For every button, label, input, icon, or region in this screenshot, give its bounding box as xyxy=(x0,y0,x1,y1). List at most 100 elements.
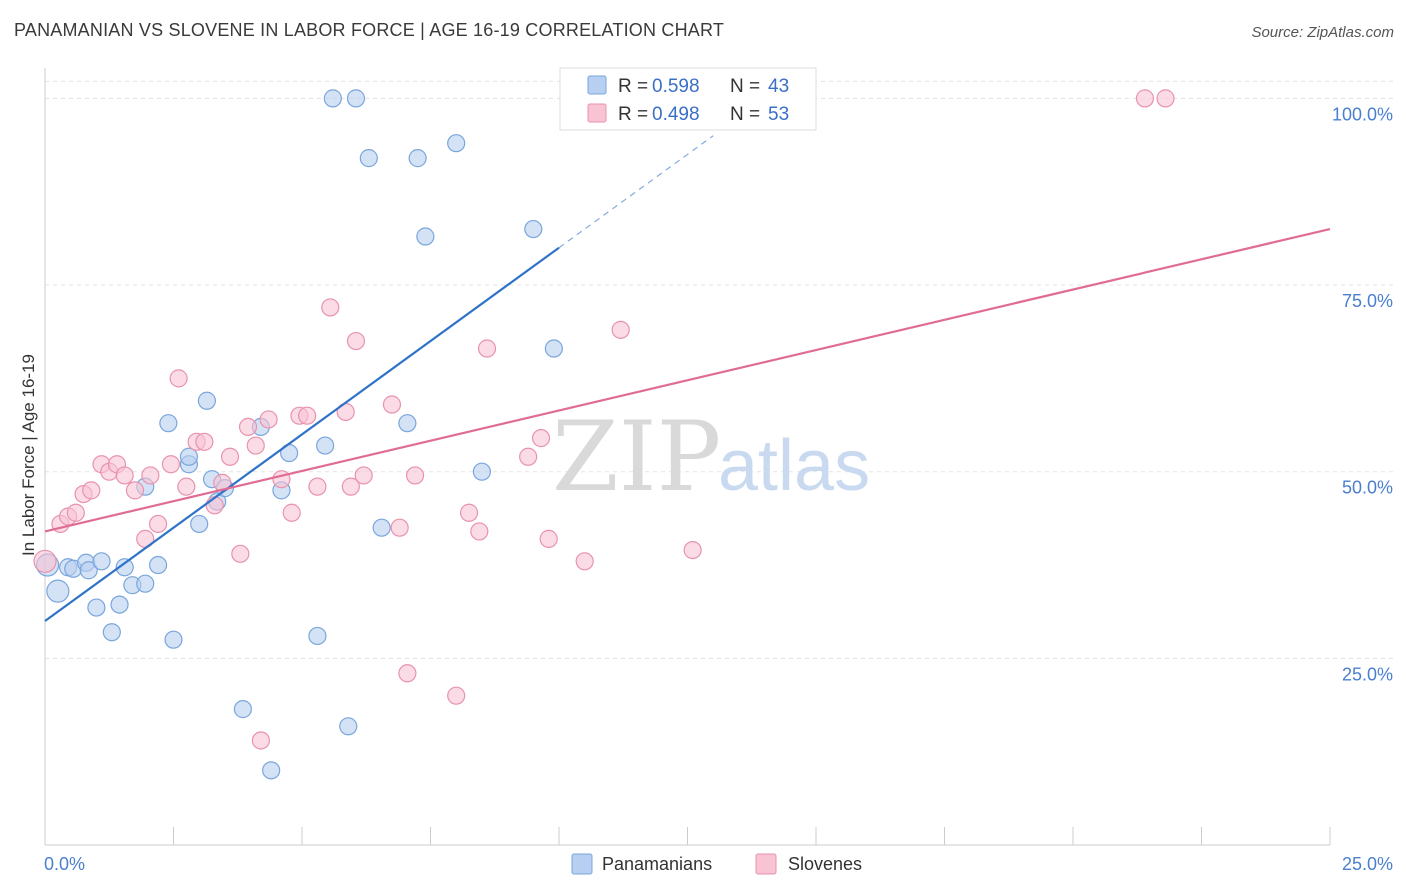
series-legend-label-panamanians: Panamanians xyxy=(602,854,712,874)
panamanian-point-41 xyxy=(524,219,543,239)
slovene-point-22 xyxy=(231,544,250,563)
slovene-point-38 xyxy=(390,518,409,537)
source-credit: Source: ZipAtlas.com xyxy=(1251,24,1394,41)
trend-lines xyxy=(44,135,1331,622)
series-legend: Panamanians Slovenes xyxy=(571,853,862,875)
panamanian-point-15 xyxy=(159,414,178,433)
slovene-point-3 xyxy=(66,503,85,522)
x-tick-labels: 0.0% 25.0% xyxy=(44,854,1393,874)
slovene-point-13 xyxy=(148,514,168,534)
slovene-point-12 xyxy=(141,466,160,485)
slovene-point-43 xyxy=(470,522,489,541)
watermark: ZIP atlas xyxy=(552,401,870,513)
panamanian-point-20 xyxy=(197,391,217,410)
slovene-point-0 xyxy=(33,549,57,573)
slovene-point-47 xyxy=(539,529,558,548)
panamanian-point-35 xyxy=(372,518,391,537)
y-tick-label-2: 75.0% xyxy=(1342,291,1393,311)
slovene-point-37 xyxy=(382,395,402,414)
legend-n-label-slovenes: N = xyxy=(730,104,760,125)
legend-n-value-slovenes: 53 xyxy=(768,104,789,125)
slovene-point-44 xyxy=(477,339,497,358)
legend-r-value-panamanians: 0.598 xyxy=(652,76,700,97)
panamanian-point-34 xyxy=(359,149,378,168)
slovene-point-19 xyxy=(205,496,224,515)
panamanians-points xyxy=(35,89,563,780)
panamanian-point-40 xyxy=(472,462,491,481)
correlation-legend: R = 0.598 N = 43 R = 0.498 N = 53 xyxy=(559,67,817,131)
legend-r-label-panamanians: R = xyxy=(618,76,648,97)
axes xyxy=(44,68,1331,846)
legend-n-label-panamanians: N = xyxy=(730,76,760,97)
slovene-point-10 xyxy=(125,481,145,500)
panamanian-point-32 xyxy=(339,717,358,736)
series-legend-swatch-slovenes xyxy=(755,853,777,875)
slovene-point-45 xyxy=(519,447,538,466)
panamanian-point-13 xyxy=(148,555,168,575)
legend-swatch-slovenes xyxy=(587,103,607,123)
slovene-point-27 xyxy=(272,470,291,489)
slovene-point-18 xyxy=(195,432,214,451)
slovene-point-36 xyxy=(354,466,373,485)
panamanian-point-6 xyxy=(87,598,106,617)
slovene-point-15 xyxy=(169,369,188,388)
panamanian-point-30 xyxy=(316,436,335,455)
legend-r-label-slovenes: R = xyxy=(618,104,648,125)
slovene-point-26 xyxy=(259,410,278,429)
slovene-point-51 xyxy=(1135,89,1155,108)
panamanian-point-24 xyxy=(233,700,252,719)
panamanian-point-12 xyxy=(136,574,155,593)
slovenes-trend-line xyxy=(44,227,1331,533)
slovene-point-21 xyxy=(220,447,240,466)
legend-n-value-panamanians: 43 xyxy=(768,76,789,97)
slovene-point-31 xyxy=(308,477,327,496)
slovene-point-24 xyxy=(246,436,265,455)
y-tick-labels: 25.0% 50.0% 75.0% 100.0% xyxy=(1332,104,1393,684)
slovene-point-35 xyxy=(346,331,366,351)
x-tick-label-0: 0.0% xyxy=(44,854,85,874)
y-tick-label-0: 25.0% xyxy=(1342,664,1393,684)
slovene-point-14 xyxy=(161,455,181,474)
slovene-point-9 xyxy=(115,466,134,485)
watermark-atlas: atlas xyxy=(718,426,870,506)
slovene-point-42 xyxy=(459,503,479,522)
legend-swatch-panamanians xyxy=(587,75,607,95)
legend-r-value-slovenes: 0.498 xyxy=(652,104,700,125)
slovene-point-34 xyxy=(341,477,360,496)
slovene-point-32 xyxy=(321,298,340,317)
y-axis-label: In Labor Force | Age 16-19 xyxy=(19,354,38,556)
panamanian-point-26 xyxy=(262,761,281,780)
panamanian-point-8 xyxy=(102,623,121,642)
series-legend-label-slovenes: Slovenes xyxy=(788,854,862,874)
y-tick-label-3: 100.0% xyxy=(1332,104,1393,124)
slovene-point-5 xyxy=(82,481,101,500)
panamanians-trend-extension xyxy=(558,135,714,249)
panamanian-point-7 xyxy=(92,552,111,571)
slovene-point-49 xyxy=(611,320,630,339)
slovene-point-28 xyxy=(282,503,301,522)
slovene-point-46 xyxy=(531,429,551,448)
panamanian-point-33 xyxy=(346,89,366,108)
panamanian-point-18 xyxy=(179,447,199,466)
panamanian-point-38 xyxy=(416,227,435,246)
slovene-point-40 xyxy=(405,466,425,485)
panamanian-point-42 xyxy=(544,339,563,358)
gridlines xyxy=(45,80,1395,659)
slovene-point-25 xyxy=(251,731,270,750)
panamanian-point-5 xyxy=(79,561,98,580)
slovene-point-30 xyxy=(298,406,317,425)
panamanian-point-29 xyxy=(308,626,327,646)
slovene-point-52 xyxy=(1156,89,1175,108)
panamanian-point-10 xyxy=(115,558,134,577)
chart-title: PANAMANIAN VS SLOVENE IN LABOR FORCE | A… xyxy=(14,20,725,40)
slovene-point-16 xyxy=(177,477,196,496)
slovene-point-50 xyxy=(683,540,702,560)
slovene-point-48 xyxy=(575,552,594,571)
y-tick-label-1: 50.0% xyxy=(1342,478,1393,498)
panamanians-trend-line xyxy=(44,246,560,622)
panamanian-point-1 xyxy=(46,579,70,603)
slovene-point-41 xyxy=(447,686,466,705)
slovenes-points xyxy=(33,89,1175,750)
series-legend-swatch-panamanians xyxy=(571,853,593,875)
